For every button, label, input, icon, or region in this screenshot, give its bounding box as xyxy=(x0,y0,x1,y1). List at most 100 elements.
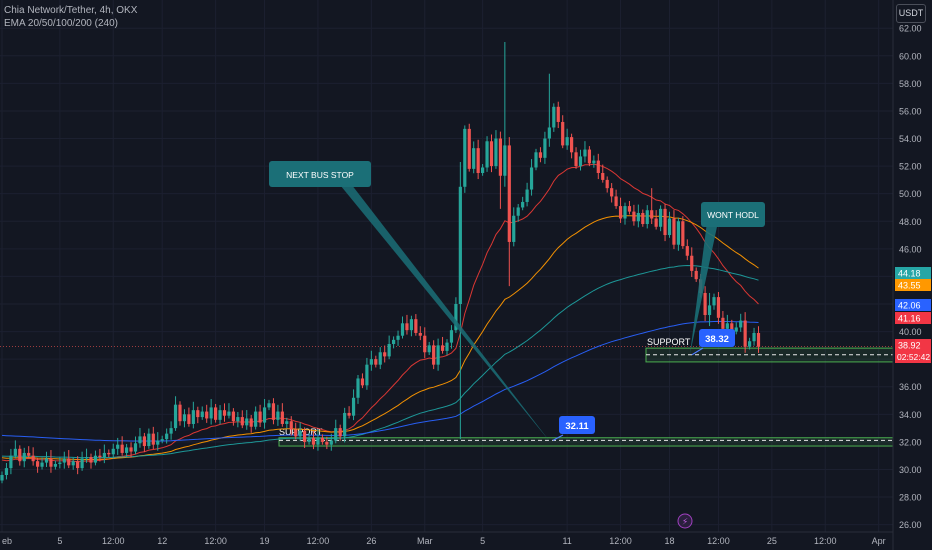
candle-down xyxy=(31,455,35,462)
price-tag xyxy=(895,299,931,311)
candle-up xyxy=(93,455,98,463)
candle-down xyxy=(383,352,387,357)
candle-up xyxy=(512,215,516,242)
candle-down xyxy=(303,430,307,442)
price-tick-label: 34.00 xyxy=(899,410,922,420)
candle-up xyxy=(485,141,489,168)
candle-up xyxy=(396,335,400,340)
time-tick-label: 26 xyxy=(366,536,376,546)
candle-down xyxy=(27,452,31,456)
candle-down xyxy=(187,414,191,424)
candle-up xyxy=(521,201,525,208)
candle-down xyxy=(498,138,502,176)
candle-up xyxy=(9,455,13,469)
candle-up xyxy=(734,327,738,332)
candle-down xyxy=(440,345,445,351)
candle-down xyxy=(716,297,721,318)
candle-up xyxy=(13,448,17,456)
callout-box xyxy=(701,202,765,227)
price-tick-label: 26.00 xyxy=(899,520,922,530)
candle-down xyxy=(240,417,244,426)
candle-up xyxy=(262,407,267,423)
candle-down xyxy=(570,137,574,153)
candle-up xyxy=(53,463,57,467)
chart-legend[interactable]: Chia Network/Tether, 4h, OKX EMA 20/50/1… xyxy=(4,4,137,30)
candle-up xyxy=(458,186,462,304)
candle-up xyxy=(133,443,138,452)
candle-up xyxy=(285,421,289,424)
candle-down xyxy=(374,359,378,365)
candle-down xyxy=(672,218,676,245)
event-marker xyxy=(677,513,693,529)
candle-down xyxy=(561,121,565,146)
annotations[interactable]: NEXT BUS STOP WONT HODL 32.11 38.32 ⚡ xyxy=(269,161,765,529)
candle-down xyxy=(681,221,685,247)
symbol-title[interactable]: Chia Network/Tether, 4h, OKX xyxy=(4,5,138,16)
time-tick-label: eb xyxy=(2,536,12,546)
time-tick-label: 12:00 xyxy=(609,536,632,546)
candlesticks xyxy=(0,41,761,484)
candle-down xyxy=(632,211,636,222)
candle-down xyxy=(730,323,734,332)
label-pointer xyxy=(552,434,564,441)
time-tick-label: 12:00 xyxy=(307,536,330,546)
candle-down xyxy=(214,407,218,420)
candle-down xyxy=(289,421,293,430)
candle-up xyxy=(173,404,178,429)
candle-down xyxy=(756,332,761,347)
price-tick-label: 56.00 xyxy=(899,106,922,116)
candle-up xyxy=(138,436,142,444)
candle-up xyxy=(565,137,569,146)
ema-lines xyxy=(1,163,759,463)
time-tick-label: 12 xyxy=(157,536,167,546)
price-tag-text: 43.55 xyxy=(898,281,921,291)
candle-down xyxy=(685,246,689,256)
candle-down xyxy=(36,461,40,467)
price-tick-label: 32.00 xyxy=(899,437,922,447)
time-tick-label: Mar xyxy=(417,536,433,546)
candle-down xyxy=(538,152,543,158)
candle-down xyxy=(467,128,471,169)
candle-up xyxy=(667,218,672,236)
time-tick-label: 5 xyxy=(57,536,62,546)
candle-down xyxy=(76,461,80,469)
candle-down xyxy=(249,418,253,427)
candle-up xyxy=(365,364,369,386)
candle-up xyxy=(472,148,476,169)
candle-down xyxy=(614,196,618,207)
candle-down xyxy=(596,160,600,173)
price-tag xyxy=(895,339,931,351)
price-label-text: 32.11 xyxy=(565,421,589,432)
candle-down xyxy=(507,145,511,242)
candle-up xyxy=(516,207,520,216)
candle-up xyxy=(481,167,485,173)
candle-down xyxy=(280,411,284,424)
time-tick-label: 12:00 xyxy=(707,536,730,546)
candle-up xyxy=(449,330,454,343)
time-tick-label: 12:00 xyxy=(814,536,837,546)
price-tick-label: 30.00 xyxy=(899,465,922,475)
price-tick-label: 36.00 xyxy=(899,382,922,392)
candle-up xyxy=(147,433,151,447)
candle-down xyxy=(641,212,645,225)
candle-up xyxy=(494,138,498,167)
candle-down xyxy=(476,148,480,173)
callout-text: WONT HODL xyxy=(707,210,759,220)
time-axis[interactable]: eb 5 12:00 12 12:00 19 12:00 26 Mar 5 11 12:00 18 12:… xyxy=(2,536,886,546)
callout-text: NEXT BUS STOP xyxy=(286,170,354,180)
candle-down xyxy=(89,457,93,463)
indicator-label[interactable]: EMA 20/50/100/200 (240) xyxy=(4,18,118,29)
candle-down xyxy=(360,378,365,386)
candle-up xyxy=(351,397,356,416)
price-tick-label: 58.00 xyxy=(899,79,922,89)
candle-up xyxy=(454,304,458,331)
candle-up xyxy=(254,411,258,427)
candle-up xyxy=(316,437,320,445)
candle-down xyxy=(610,188,614,197)
callout-pointer xyxy=(690,222,718,354)
currency-button[interactable]: USDT xyxy=(896,4,926,23)
price-tick-label: 40.00 xyxy=(899,327,922,337)
candle-down xyxy=(98,455,102,458)
